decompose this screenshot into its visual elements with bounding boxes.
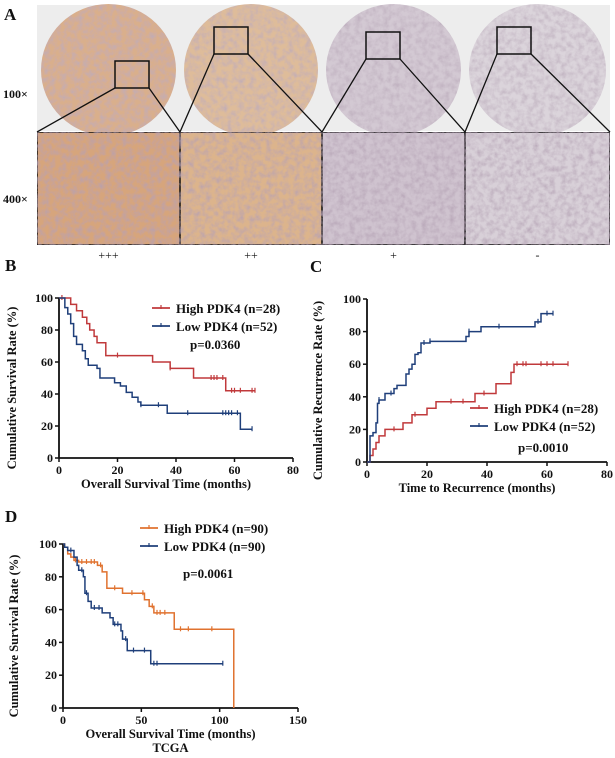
y-tick-label: 0	[355, 455, 361, 469]
p-value: p=0.0360	[190, 337, 240, 352]
x-axis-label: Overall Survival Time (months)	[81, 477, 251, 491]
panel-a: A 100× 400× +++ ++ + -	[3, 4, 611, 262]
magnification-box	[365, 31, 401, 60]
legend-label: Low PDK4 (n=52)	[494, 419, 595, 434]
y-axis-label: Cumulative Recurrence Rate (%)	[311, 301, 325, 480]
x-axis-label: Overall Survival Time (months)	[85, 727, 255, 741]
x-tick-label: 50	[135, 713, 147, 727]
km-curve-high	[367, 363, 568, 463]
panel-label: C	[310, 257, 322, 276]
x-tick-label: 20	[112, 463, 124, 477]
zoom-connector-line	[464, 53, 498, 133]
score-label-3: -	[536, 248, 540, 262]
panel-b-chart: B 0 20 40 60 80 0 20 40 60 80 100 Overall Survival T…	[5, 256, 299, 491]
km-curve-low	[59, 297, 253, 430]
y-tick-label: 0	[51, 701, 57, 715]
km-curve-low	[63, 543, 223, 665]
x-tick-label: 80	[601, 467, 613, 481]
legend-label: High PDK4 (n=28)	[176, 301, 280, 316]
panel-label: D	[5, 507, 17, 526]
zoom-connector-line	[36, 87, 116, 133]
score-label-0: +++	[98, 248, 119, 262]
x-tick-label: 0	[56, 463, 62, 477]
score-label-1: ++	[244, 248, 258, 262]
y-tick-label: 20	[349, 422, 361, 436]
p-value: p=0.0061	[183, 566, 233, 581]
y-tick-label: 40	[45, 635, 57, 649]
row-label-100x: 100×	[3, 87, 28, 101]
x-tick-label: 20	[421, 467, 433, 481]
tma-core-100x	[184, 4, 318, 136]
legend-label: Low PDK4 (n=52)	[176, 319, 277, 334]
x-tick-label: 0	[60, 713, 66, 727]
x-tick-label: 40	[170, 463, 182, 477]
row-label-400x: 400×	[3, 192, 28, 206]
panel-label: B	[5, 256, 16, 275]
legend-label: Low PDK4 (n=90)	[164, 539, 265, 554]
tma-core-100x	[41, 4, 176, 136]
y-tick-label: 100	[39, 537, 57, 551]
chart-subtitle: TCGA	[152, 741, 188, 755]
y-axis-label: Cumulative Survival Rate (%)	[7, 555, 21, 718]
legend-label: High PDK4 (n=90)	[164, 521, 268, 536]
x-tick-label: 60	[541, 467, 553, 481]
p-value: p=0.0010	[518, 440, 568, 455]
y-tick-label: 0	[47, 451, 53, 465]
magnification-box	[496, 26, 532, 55]
x-tick-label: 40	[481, 467, 493, 481]
tma-detail-400x	[464, 131, 611, 246]
x-tick-label: 60	[229, 463, 241, 477]
tma-detail-400x	[321, 131, 466, 246]
score-label-2: +	[390, 248, 397, 262]
zoom-connector-line	[179, 53, 215, 133]
km-curve-high	[63, 543, 235, 708]
magnification-box	[213, 26, 249, 55]
y-tick-label: 100	[35, 291, 53, 305]
y-tick-label: 60	[45, 603, 57, 617]
zoom-connector-line	[399, 58, 466, 133]
km-curve-high	[59, 297, 255, 392]
zoom-connector-line	[247, 53, 323, 133]
tma-detail-400x	[179, 131, 323, 246]
y-tick-label: 60	[349, 357, 361, 371]
tma-core-100x	[326, 4, 461, 136]
tma-core-100x	[469, 4, 606, 136]
x-tick-label: 100	[211, 713, 229, 727]
y-tick-label: 20	[45, 668, 57, 682]
y-tick-label: 100	[343, 292, 361, 306]
y-tick-label: 40	[349, 390, 361, 404]
y-tick-label: 80	[349, 325, 361, 339]
y-axis-label: Cumulative Survival Rate (%)	[5, 307, 19, 470]
zoom-connector-line	[148, 87, 181, 133]
y-tick-label: 80	[45, 570, 57, 584]
y-tick-label: 40	[41, 387, 53, 401]
x-axis-label: Time to Recurrence (months)	[399, 481, 556, 495]
zoom-connector-line	[321, 58, 367, 133]
y-tick-label: 20	[41, 419, 53, 433]
zoom-connector-line	[530, 53, 611, 133]
x-tick-label: 0	[364, 467, 370, 481]
panel-label-a: A	[4, 5, 17, 24]
y-tick-label: 60	[41, 355, 53, 369]
tma-detail-400x	[36, 131, 181, 246]
magnification-box	[114, 60, 150, 89]
km-curve-low	[367, 312, 553, 463]
panel-c-chart: C 0 20 40 60 80 0 20 40 60 80 100 Time to Recurrence…	[310, 257, 613, 495]
y-tick-label: 80	[41, 323, 53, 337]
x-tick-label: 150	[289, 713, 307, 727]
x-tick-label: 80	[287, 463, 299, 477]
legend-label: High PDK4 (n=28)	[494, 401, 598, 416]
